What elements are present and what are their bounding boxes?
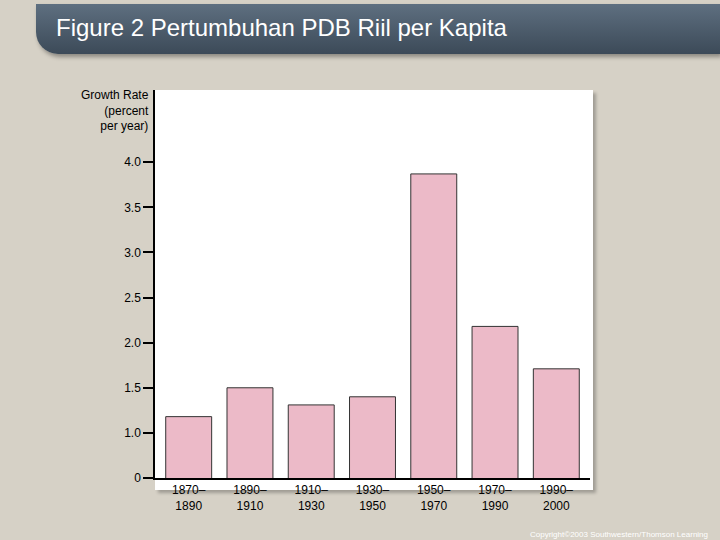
svg-text:0: 0 (134, 471, 141, 485)
svg-text:1950–1970: 1950–1970 (417, 483, 451, 513)
svg-text:3.0: 3.0 (124, 246, 141, 260)
svg-text:1930–1950: 1930–1950 (356, 483, 390, 513)
svg-text:1990–2000: 1990–2000 (540, 483, 574, 513)
svg-text:1910–1930: 1910–1930 (295, 483, 329, 513)
svg-text:1870–1890: 1870–1890 (172, 483, 206, 513)
svg-text:3.5: 3.5 (124, 201, 141, 215)
html-text:Figure 2 Pertumbuhan PDB Riil: Figure 2 Pertumbuhan PDB Riil per Kapita (56, 14, 507, 41)
svg-text:Copyright©2003 Southwestern/Th: Copyright©2003 Southwestern/Thomson Lear… (530, 530, 708, 539)
svg-text:1.5: 1.5 (124, 381, 141, 395)
svg-text:2.5: 2.5 (124, 291, 141, 305)
svg-text:1890–1910: 1890–1910 (233, 483, 267, 513)
svg-text:4.0: 4.0 (124, 155, 141, 169)
svg-text:Growth Rate(percentper year): Growth Rate(percentper year) (81, 88, 149, 133)
svg-text:1970–1990: 1970–1990 (478, 483, 512, 513)
svg-text:1.0: 1.0 (124, 426, 141, 440)
svg-text:2.0: 2.0 (124, 336, 141, 350)
